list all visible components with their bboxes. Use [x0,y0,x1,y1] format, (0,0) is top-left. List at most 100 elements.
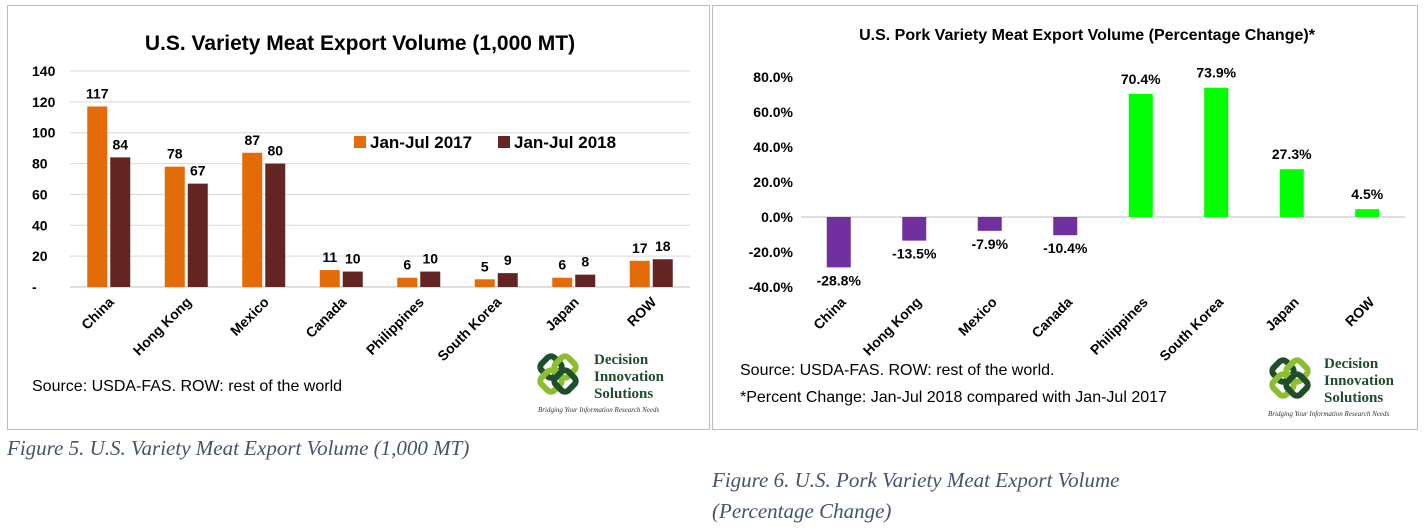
logo-tagline: Bridging Your Information Research Needs [1268,410,1390,418]
y-tick-label: 100 [32,125,56,141]
y-tick-label: 20 [32,248,48,264]
bar-pct-change [1355,209,1380,217]
bar-jan-jul-2017 [319,270,340,287]
data-label: 17 [632,240,648,256]
x-tick-label: ROW [1342,293,1378,329]
bar-jan-jul-2018 [497,273,518,287]
data-label: 6 [558,257,566,273]
percent-change-note: *Percent Change: Jan-Jul 2018 compared w… [740,389,1167,406]
bar-jan-jul-2018 [265,163,286,287]
data-label: 84 [112,136,128,152]
data-label: 10 [345,251,361,267]
data-label: 11 [322,249,337,265]
bar-jan-jul-2017 [87,106,108,287]
logo-decision-innovation: Decision Innovation Solutions Bridging Y… [536,352,706,422]
data-label: 18 [655,238,671,254]
logo-line-3: Solutions [594,386,654,402]
y-tick-label: 60.0% [753,104,793,120]
bar-jan-jul-2018 [342,271,363,287]
logo-line-2: Innovation [1324,373,1395,389]
data-label: 67 [190,163,206,179]
data-label: 8 [581,254,589,270]
source-note: Source: USDA-FAS. ROW: rest of the world… [740,362,1054,379]
x-tick-label: China [810,294,849,333]
data-label: 80 [267,143,283,159]
data-label: 5 [481,258,489,274]
logo-line-1: Decision [1324,356,1379,372]
data-label: -28.8% [817,272,862,288]
x-tick-label: Mexico [955,294,1000,339]
logo-tagline: Bridging Your Information Research Needs [538,406,660,414]
legend-label: Jan-Jul 2017 [370,133,472,152]
y-tick-label: 0.0% [761,209,793,225]
figure-6-caption-line-2: (Percentage Change) [712,499,892,523]
bar-pct-change [1279,169,1304,217]
bar-jan-jul-2018 [187,183,208,287]
chart-title: U.S. Pork Variety Meat Export Volume (Pe… [859,27,1316,44]
bar-jan-jul-2018 [575,274,596,287]
data-label: 117 [86,85,109,101]
bar-pct-change [1128,93,1153,217]
x-tick-label: Japan [1262,294,1302,334]
x-tick-label: ROW [624,293,660,329]
chart-panel-pct-change: U.S. Pork Variety Meat Export Volume (Pe… [712,5,1418,430]
chart-title: U.S. Variety Meat Export Volume (1,000 M… [145,32,575,55]
data-label: 10 [422,251,438,267]
x-tick-label: Philippines [1087,294,1151,358]
bar-jan-jul-2018 [652,259,673,287]
y-tick-label: 120 [32,94,56,110]
bar-jan-jul-2018 [110,157,131,287]
y-tick-label: -40.0% [749,279,794,295]
data-label: -13.5% [892,246,937,262]
bar-pct-change [1053,217,1078,236]
x-tick-label: South Korea [434,294,504,364]
y-tick-label: 80 [32,156,48,172]
y-tick-label: - [32,279,37,295]
data-label: -10.4% [1043,240,1088,256]
y-tick-label: -20.0% [749,244,794,260]
bar-pct-change [1204,87,1229,217]
x-tick-label: Hong Kong [130,294,195,359]
x-tick-label: Canada [302,294,349,341]
source-note: Source: USDA-FAS. ROW: rest of the world [32,378,342,395]
x-tick-label: Hong Kong [860,294,925,359]
y-tick-label: 60 [32,186,48,202]
legend-label: Jan-Jul 2018 [514,133,616,152]
logo-line-1: Decision [594,352,649,368]
x-tick-label: Philippines [363,294,427,358]
chart-panel-volume: U.S. Variety Meat Export Volume (1,000 M… [7,5,710,430]
logo-line-2: Innovation [594,369,665,385]
bar-jan-jul-2017 [164,166,185,287]
legend-swatch [498,136,510,148]
logo-decision-innovation-2: Decision Innovation Solutions Bridging Y… [1268,356,1418,426]
bar-jan-jul-2017 [397,277,418,287]
x-tick-label: China [78,294,117,333]
bar-jan-jul-2017 [629,260,650,287]
x-tick-label: Japan [542,294,582,334]
bar-jan-jul-2017 [474,279,495,287]
x-tick-label: Mexico [227,294,272,339]
knot-logo-icon [537,353,579,395]
y-tick-label: 140 [32,63,56,79]
data-label: 4.5% [1351,186,1383,202]
data-label: 27.3% [1272,146,1312,162]
y-tick-label: 40.0% [753,139,793,155]
figure-5-caption: Figure 5. U.S. Variety Meat Export Volum… [7,436,470,460]
bar-jan-jul-2017 [552,277,573,287]
data-label: 70.4% [1121,71,1161,87]
legend-swatch [354,136,366,148]
data-label: 78 [167,146,183,162]
figure-6-caption-line-1: Figure 6. U.S. Pork Variety Meat Export … [712,468,1120,492]
data-label: 6 [403,257,411,273]
volume-bar-chart: U.S. Variety Meat Export Volume (1,000 M… [32,32,690,395]
y-tick-label: 80.0% [753,69,793,85]
x-tick-label: South Korea [1156,294,1226,364]
bar-pct-change [826,217,851,268]
bar-pct-change [902,217,927,241]
data-label: 73.9% [1196,65,1236,81]
data-label: -7.9% [971,236,1008,252]
bar-pct-change [977,217,1002,231]
data-label: 9 [504,252,512,268]
logo-line-3: Solutions [1324,390,1384,406]
knot-logo-icon [1269,357,1311,399]
